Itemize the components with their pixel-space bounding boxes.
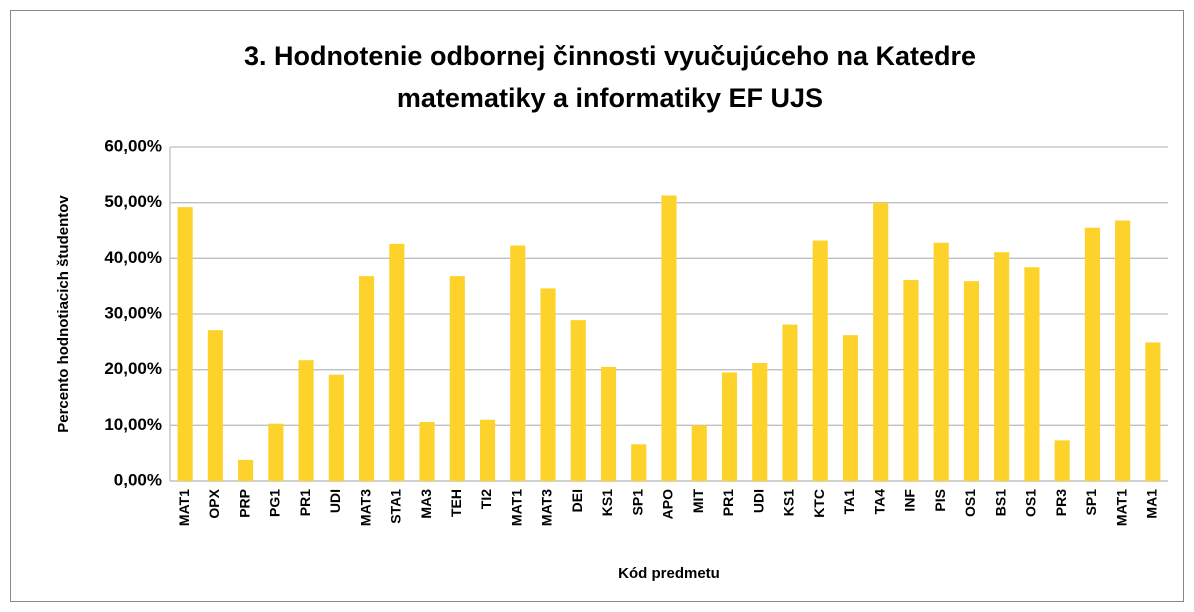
- x-tick-label: OPX: [206, 488, 222, 518]
- x-tick-label: OS1: [962, 489, 978, 517]
- bar: [479, 419, 496, 481]
- bar: [177, 207, 193, 481]
- bar: [540, 288, 556, 481]
- bar: [1115, 220, 1131, 482]
- bar: [449, 276, 465, 481]
- bar: [1084, 227, 1100, 481]
- x-tick-label: MIT: [690, 489, 706, 514]
- y-tick-label: 30,00%: [104, 303, 162, 322]
- bar: [328, 374, 344, 481]
- y-axis-title: Percento hodnotiacich študentov: [55, 195, 72, 433]
- x-tick-label: TA4: [871, 489, 887, 515]
- y-tick-label: 40,00%: [104, 248, 162, 267]
- bar: [419, 421, 435, 481]
- x-tick-label: PR1: [297, 489, 313, 516]
- bar: [238, 459, 254, 481]
- bar: [389, 243, 405, 481]
- y-tick-label: 10,00%: [104, 415, 162, 434]
- bar: [812, 240, 828, 481]
- y-tick-label: 0,00%: [114, 470, 162, 489]
- y-tick-label: 50,00%: [104, 192, 162, 211]
- bar: [903, 280, 919, 481]
- bar: [933, 242, 949, 481]
- y-tick-label: 20,00%: [104, 359, 162, 378]
- x-tick-label: DEI: [569, 489, 585, 512]
- bar: [600, 366, 617, 481]
- x-tick-label: PR1: [720, 489, 736, 516]
- x-tick-label: PRP: [236, 489, 252, 518]
- bar: [661, 195, 677, 481]
- x-tick-label: TI2: [478, 489, 494, 509]
- bar: [1145, 342, 1161, 481]
- bar: [782, 324, 798, 481]
- x-tick-label: BS1: [992, 489, 1008, 516]
- bar: [1024, 267, 1040, 481]
- x-tick-label: SP1: [629, 489, 645, 516]
- bar: [721, 372, 738, 481]
- x-tick-label: SP1: [1083, 489, 1099, 516]
- bar: [510, 245, 526, 481]
- x-tick-label: TEH: [448, 489, 464, 517]
- x-tick-label: INF: [902, 489, 918, 512]
- bar: [298, 360, 314, 481]
- y-tick-label: 60,00%: [104, 136, 162, 155]
- x-tick-label: STA1: [388, 489, 404, 524]
- x-tick-label: MAT3: [357, 489, 373, 526]
- x-tick-label: KTC: [811, 489, 827, 518]
- bar: [842, 335, 859, 481]
- bar: [207, 330, 223, 481]
- chart-title: matematiky a informatiky EF UJS: [397, 83, 823, 113]
- chart-frame: [10, 10, 1184, 602]
- x-tick-label: PR3: [1053, 489, 1069, 516]
- x-tick-label: MAT1: [1113, 489, 1129, 526]
- x-tick-label: APO: [660, 489, 676, 519]
- x-tick-label: TA1: [841, 489, 857, 515]
- x-tick-label: MAT1: [176, 489, 192, 526]
- bar: [1054, 440, 1070, 481]
- bar: [873, 202, 889, 481]
- bar: [691, 425, 707, 481]
- bar: [994, 252, 1010, 481]
- x-tick-label: KS1: [599, 489, 615, 516]
- x-tick-label: UDI: [327, 489, 343, 513]
- x-tick-label: UDI: [750, 489, 766, 513]
- bar: [631, 444, 647, 481]
- x-tick-label: OS1: [1023, 489, 1039, 517]
- bar: [268, 423, 284, 481]
- chart-title: 3. Hodnotenie odbornej činnosti vyučujúc…: [244, 41, 976, 71]
- x-tick-label: PG1: [267, 489, 283, 517]
- bar: [570, 320, 586, 481]
- x-tick-label: KS1: [781, 489, 797, 516]
- x-tick-label: MA3: [418, 489, 434, 519]
- x-tick-label: MAT1: [508, 489, 524, 526]
- bar: [752, 362, 768, 481]
- bar: [963, 281, 979, 481]
- x-tick-label: MAT3: [539, 489, 555, 526]
- bar: [359, 276, 375, 481]
- x-axis-title: Kód predmetu: [618, 565, 720, 582]
- x-tick-label: PIS: [932, 489, 948, 512]
- x-tick-label: MA1: [1144, 489, 1160, 519]
